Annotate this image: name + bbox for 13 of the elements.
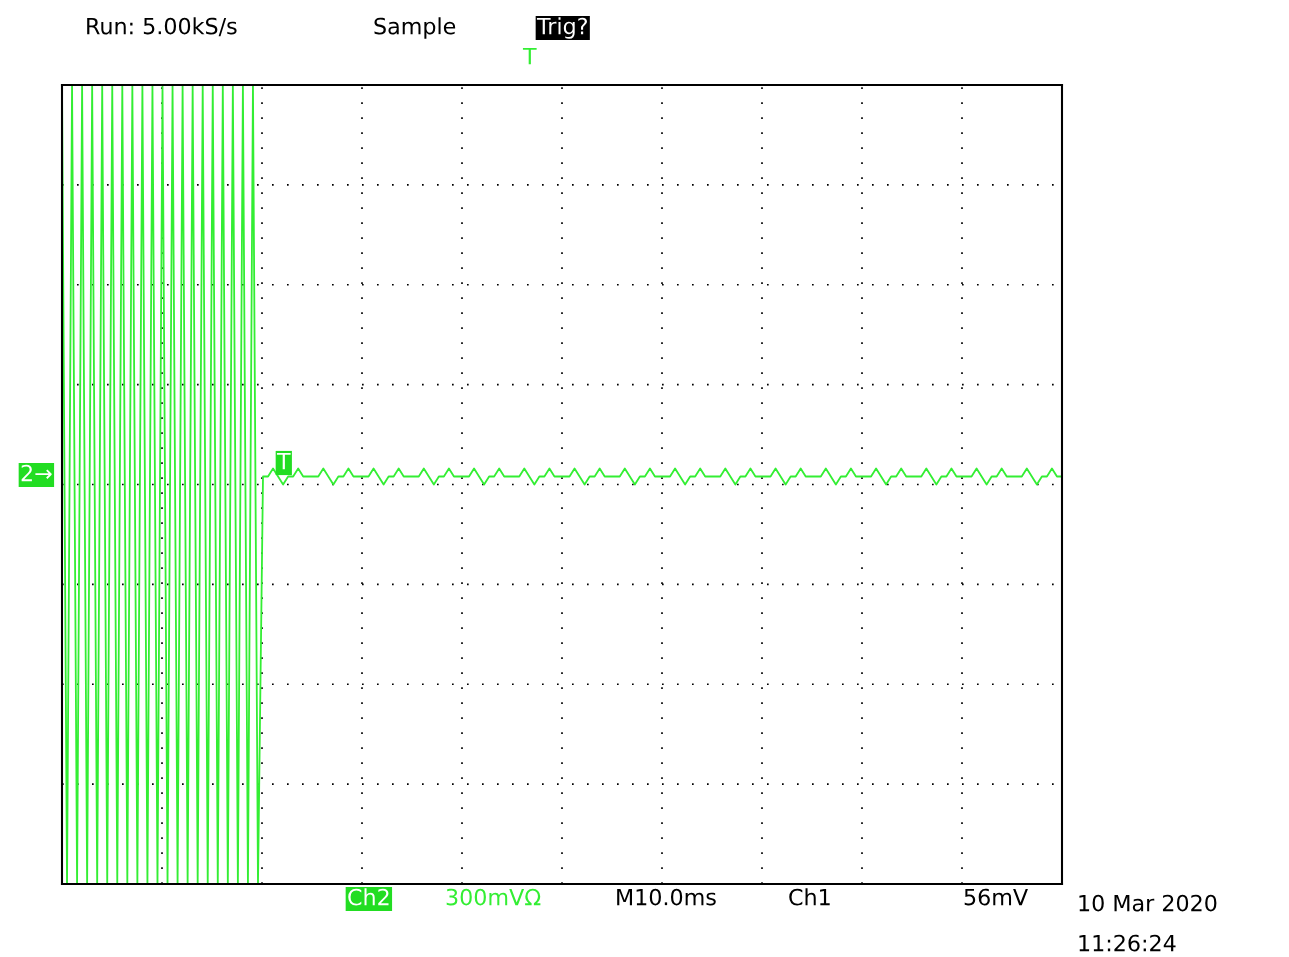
text: 10 Mar 2020 — [1079, 894, 1217, 912]
text: 11:26:24 — [1079, 934, 1176, 952]
text: 2→ — [21, 464, 52, 482]
text: M10.0ms — [617, 888, 716, 906]
text: Trig? — [536, 17, 587, 39]
text: Ch2 — [348, 888, 389, 906]
text: Sample — [374, 17, 456, 39]
text: T — [522, 47, 537, 65]
annotation: T — [276, 452, 291, 470]
text: Run: 5.00kS/s — [87, 17, 237, 37]
text: Ch1 — [789, 888, 830, 906]
text: 300mVΩ — [446, 888, 541, 906]
text: 56mV — [964, 888, 1028, 906]
